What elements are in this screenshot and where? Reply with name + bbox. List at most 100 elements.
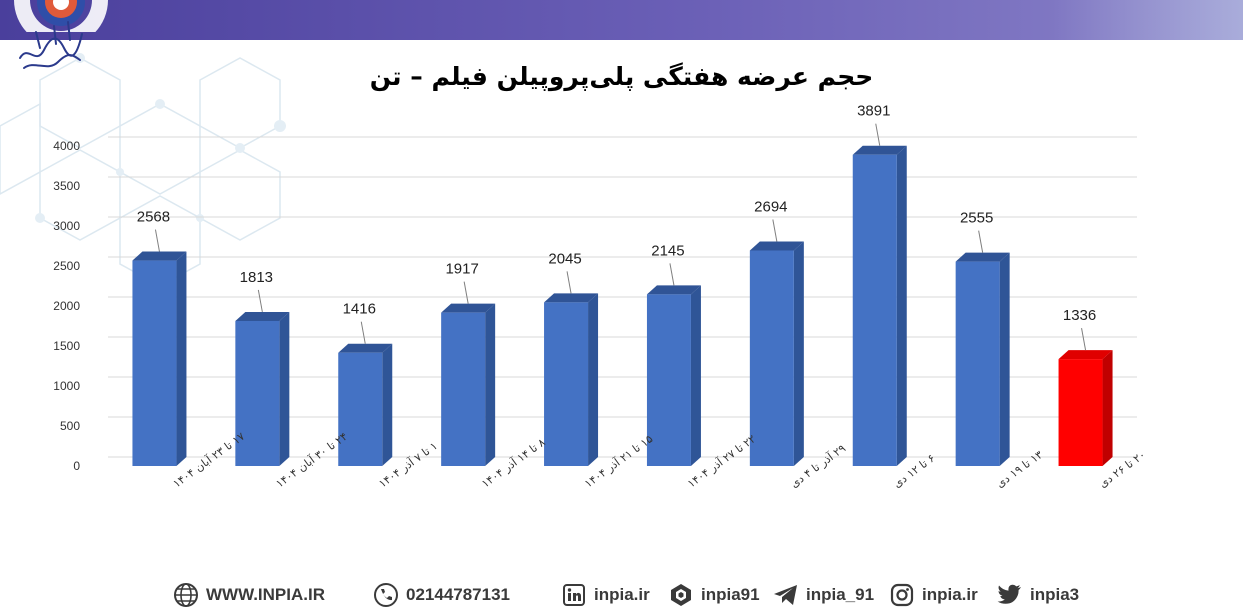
data-label-leader (566, 271, 572, 294)
data-label: 1336 (1063, 307, 1096, 324)
inpia-logo-icon (14, 0, 108, 32)
rubika-icon (667, 584, 695, 606)
footer-phone-text: 02144787131 (406, 585, 511, 604)
data-label: 1813 (240, 269, 273, 286)
bar-chart: 0 500 1000 1500 2000 2500 3000 3500 4000 2568 1813… (53, 103, 1148, 491)
bar-front (646, 294, 691, 466)
data-label: 2145 (651, 242, 684, 259)
footer-linkedin-text: inpia.ir (594, 585, 650, 604)
footer-linkedin[interactable]: inpia.ir (560, 584, 650, 606)
bar-side (382, 343, 393, 466)
data-label-leader (978, 230, 984, 253)
bar (441, 303, 496, 466)
y-tick-label: 1500 (53, 339, 80, 353)
bar-top (852, 145, 907, 155)
data-label: 2568 (137, 209, 170, 226)
bar-side (279, 311, 290, 466)
data-label-leader (772, 219, 778, 242)
data-label: 1917 (445, 261, 478, 278)
data-label-leader (257, 289, 263, 313)
bar-side (588, 293, 599, 466)
instagram-icon (888, 583, 916, 607)
y-axis: 0 500 1000 1500 2000 2500 3000 3500 4000 (53, 139, 80, 473)
bar-side (176, 251, 187, 466)
bar-side (485, 303, 496, 466)
header-banner (0, 0, 1243, 40)
bar-side (793, 241, 804, 466)
footer-website[interactable]: WWW.INPIA.IR (172, 583, 325, 607)
y-tick-label: 3000 (53, 219, 80, 233)
bar-top (235, 311, 290, 321)
telegram-icon (772, 584, 800, 606)
bar-front (441, 312, 486, 466)
data-label: 2694 (754, 198, 787, 215)
footer-rubika[interactable]: inpia91 (667, 584, 760, 606)
bar (955, 252, 1010, 466)
footer-telegram[interactable]: inpia_91 (772, 584, 874, 606)
footer-instagram-text: inpia.ir (922, 585, 978, 604)
data-label-leader (875, 123, 881, 146)
footer-website-text: WWW.INPIA.IR (206, 585, 325, 604)
data-label-leader (154, 229, 160, 252)
y-tick-label: 4000 (53, 139, 80, 153)
footer-twitter-text: inpia3 (1030, 585, 1080, 604)
bar (1058, 350, 1113, 466)
data-label-leader (463, 281, 469, 304)
header-molecule-art (1053, 0, 1243, 40)
footer-twitter[interactable]: inpia3 (996, 584, 1079, 606)
bar (544, 293, 599, 466)
bar-front (955, 261, 1000, 466)
bar (646, 285, 701, 466)
bar-top (1058, 350, 1113, 360)
bar (338, 343, 393, 466)
bar (132, 251, 187, 466)
footer-rubika-text: inpia91 (701, 585, 760, 604)
bar-side (690, 285, 701, 466)
data-labels: 2568 1813 1416 1917 2045 2145 2694 3891 2555 1336 (137, 103, 1096, 351)
bar (749, 241, 804, 466)
bar-front (132, 260, 177, 466)
bar-top (441, 303, 496, 313)
footer-telegram-text: inpia_91 (806, 585, 875, 604)
footer-contact-bar: WWW.INPIA.IR 02144787131 inpia.ir inpia9… (0, 574, 1243, 614)
bar-front (1058, 359, 1103, 466)
bar-top (646, 285, 701, 295)
bar-side (999, 252, 1010, 466)
globe-icon (172, 583, 200, 607)
footer-phone[interactable]: 02144787131 (372, 583, 511, 607)
bar (852, 145, 907, 466)
bar-top (544, 293, 599, 303)
bar-top (749, 241, 804, 251)
bar-front (235, 320, 280, 466)
data-label: 2555 (960, 210, 993, 227)
chart-title: حجم عرضه هفتگی پلی‌پروپیلن فیلم – تن (369, 62, 874, 91)
bar-top (132, 251, 187, 261)
linkedin-icon (560, 584, 588, 606)
phone-icon (372, 583, 400, 607)
y-tick-label: 2000 (53, 299, 80, 313)
bar-side (1102, 350, 1113, 466)
bar-side (896, 145, 907, 466)
bar-top (955, 252, 1010, 262)
bar-front (544, 302, 589, 466)
data-label-leader (360, 321, 366, 344)
bar-front (852, 154, 897, 466)
bar (235, 311, 290, 466)
y-tick-label: 2500 (53, 259, 80, 273)
bar-top (338, 343, 393, 353)
data-label-leader (669, 263, 675, 286)
bar-front (338, 352, 383, 466)
bar-front (749, 250, 794, 466)
y-tick-label: 500 (60, 419, 80, 433)
footer-instagram[interactable]: inpia.ir (888, 583, 978, 607)
data-label-leader (1081, 328, 1087, 351)
data-label: 2045 (548, 250, 581, 267)
bars (132, 145, 1113, 466)
hexagon-background (0, 53, 286, 287)
data-label: 1416 (343, 301, 376, 318)
y-tick-label: 0 (73, 459, 80, 473)
y-tick-label: 3500 (53, 179, 80, 193)
data-label: 3891 (857, 103, 890, 120)
calligraphy-logo (19, 21, 83, 69)
y-tick-label: 1000 (53, 379, 80, 393)
